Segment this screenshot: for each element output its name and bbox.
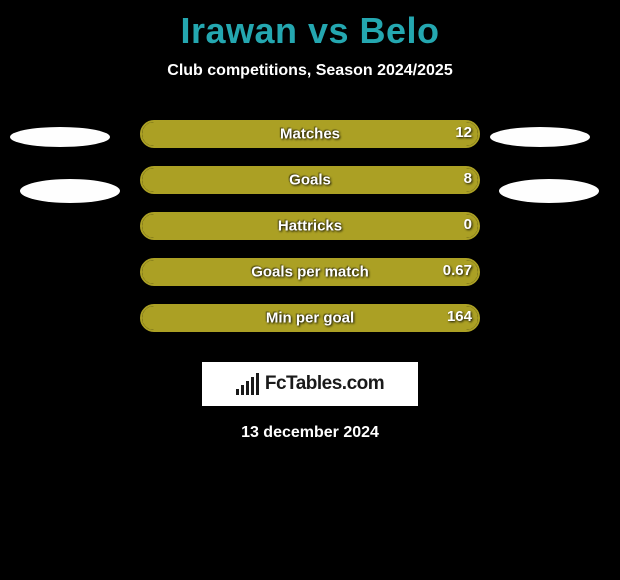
logo-box[interactable]: FcTables.com <box>202 362 418 406</box>
stat-bar: Min per goal <box>140 304 480 332</box>
page-title: Irawan vs Belo <box>0 0 620 52</box>
stat-row: Hattricks 0 <box>0 212 620 258</box>
logo-chart-icon <box>236 373 259 395</box>
bar-fill-right <box>209 122 478 146</box>
stat-label: Min per goal <box>266 310 354 327</box>
stat-label: Hattricks <box>278 218 342 235</box>
stat-bar: Matches <box>140 120 480 148</box>
stat-value-right: 0 <box>464 216 472 233</box>
stat-value-right: 164 <box>447 308 472 325</box>
player-ellipse <box>499 179 599 203</box>
bar-fill-right <box>209 168 478 192</box>
player-ellipse <box>10 127 110 147</box>
bar-fill-left <box>142 122 209 146</box>
stat-label: Goals <box>289 172 331 189</box>
stat-bar: Goals per match <box>140 258 480 286</box>
bar-fill-left <box>142 168 209 192</box>
bar-fill-left <box>142 306 209 330</box>
stat-row: Goals per match 0.67 <box>0 258 620 304</box>
subtitle: Club competitions, Season 2024/2025 <box>0 62 620 80</box>
stat-row: Min per goal 164 <box>0 304 620 350</box>
player-ellipse <box>490 127 590 147</box>
stat-bar: Hattricks <box>140 212 480 240</box>
stat-value-right: 12 <box>455 124 472 141</box>
stats-area: Matches 12 Goals 8 Hattricks 0 Goals per match… <box>0 120 620 350</box>
bar-fill-left <box>142 260 209 284</box>
date-text: 13 december 2024 <box>0 424 620 442</box>
stat-value-right: 8 <box>464 170 472 187</box>
logo-text: FcTables.com <box>265 373 384 395</box>
stat-label: Matches <box>280 126 340 143</box>
player-ellipse <box>20 179 120 203</box>
stat-value-right: 0.67 <box>443 262 472 279</box>
stat-label: Goals per match <box>251 264 369 281</box>
stat-bar: Goals <box>140 166 480 194</box>
